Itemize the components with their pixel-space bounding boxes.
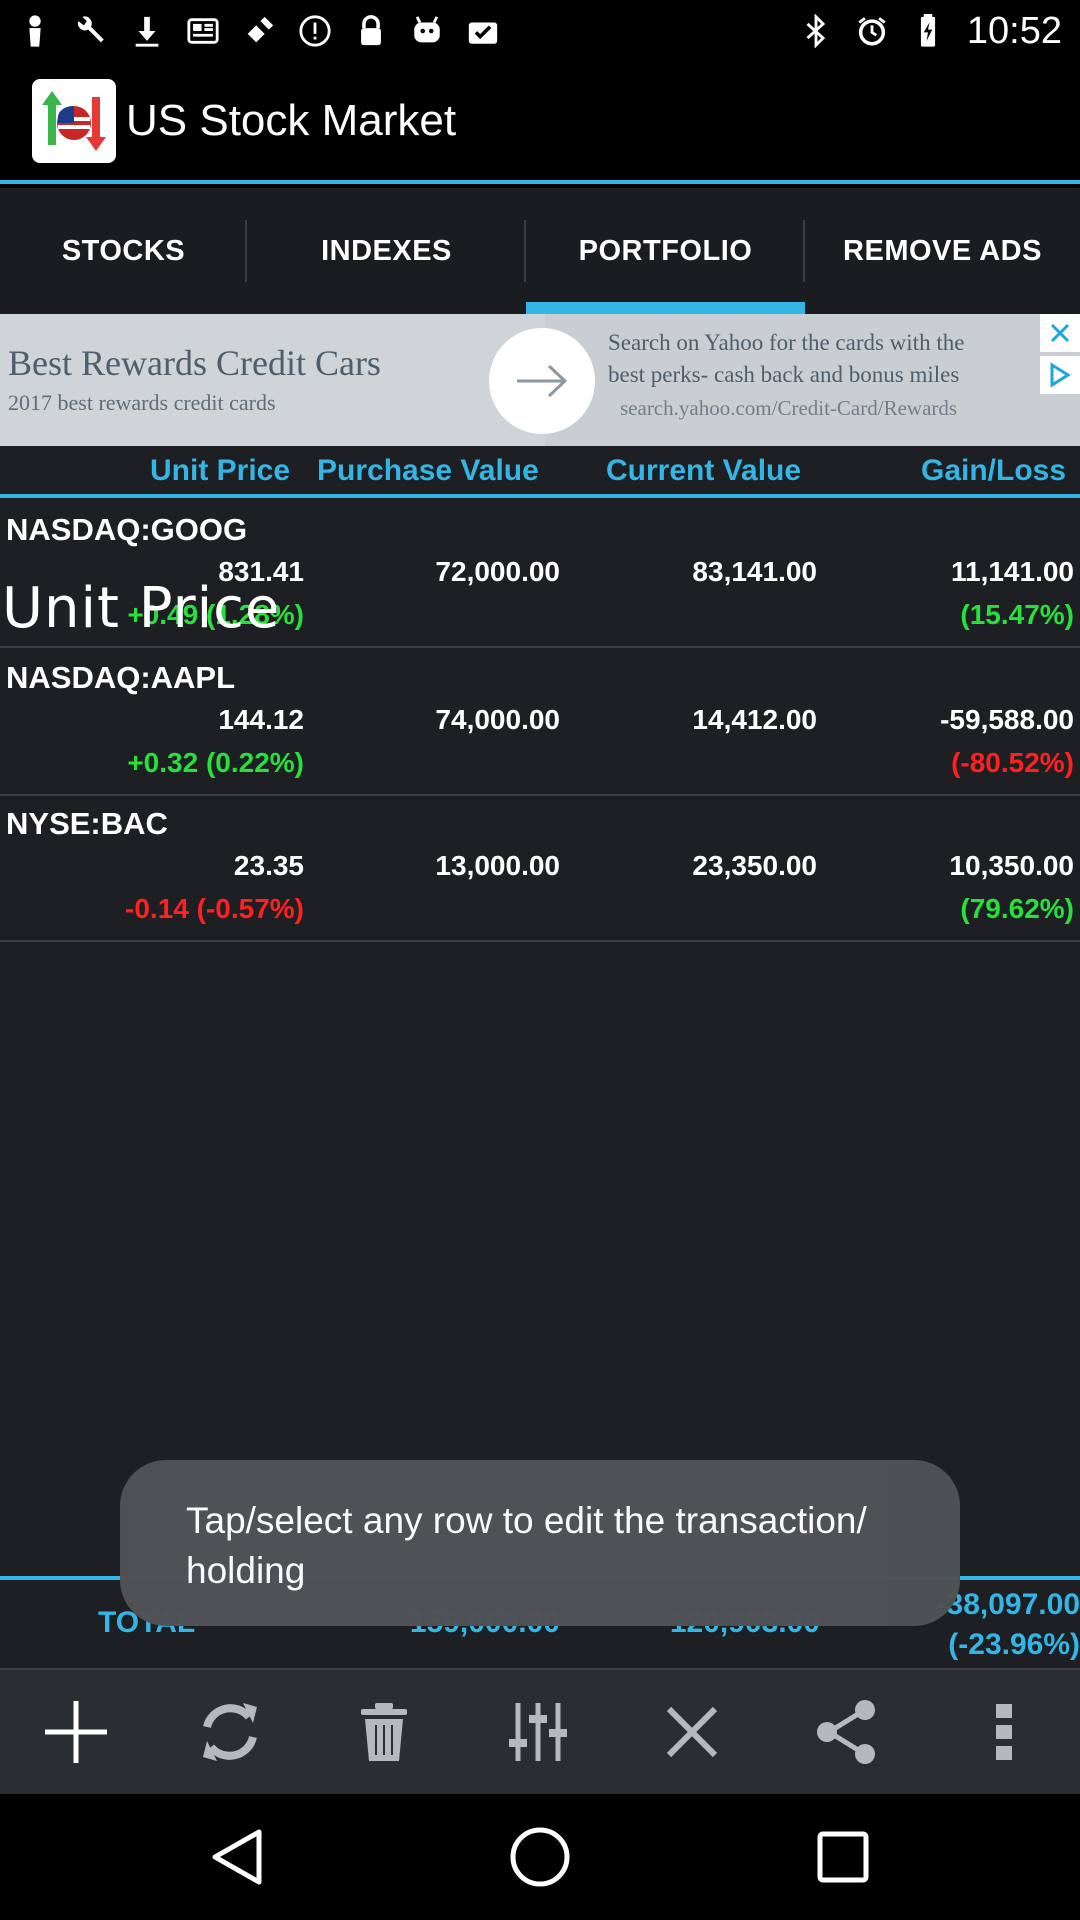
column-header-row: Unit Price Purchase Value Current Value … (0, 446, 1080, 498)
column-header-current-value: Current Value (606, 454, 802, 487)
gain-loss-value: -59,588.00 (940, 704, 1074, 735)
share-button[interactable] (806, 1692, 886, 1772)
ad-left-panel (0, 314, 545, 446)
ad-title: Best Rewards Credit Cars (8, 343, 381, 383)
ad-description-line2: best perks- cash back and bonus miles (608, 362, 960, 387)
table-row[interactable]: NASDAQ:GOOG 831.41 +0.49 (1.28%) 72,000.… (0, 502, 1080, 648)
bluetooth-icon (806, 14, 826, 48)
tab-stocks[interactable]: STOCKS (0, 188, 247, 314)
unit-price: 144.12 (218, 704, 304, 735)
app-logo-icon (32, 79, 116, 163)
close-button[interactable] (652, 1692, 732, 1772)
back-button[interactable] (202, 1822, 272, 1892)
app-bar: US Stock Market (0, 62, 1080, 184)
ad-banner[interactable]: Best Rewards Credit Cars 2017 best rewar… (0, 314, 1080, 446)
info-icon (299, 15, 331, 47)
price-change: -0.14 (-0.57%) (125, 893, 304, 924)
recents-button[interactable] (808, 1822, 878, 1892)
tab-remove-ads[interactable]: REMOVE ADS (805, 188, 1080, 314)
home-button[interactable] (505, 1822, 575, 1892)
column-header-unit-price: Unit Price (150, 454, 291, 487)
delete-button[interactable] (344, 1692, 424, 1772)
back-triangle-icon (212, 1829, 262, 1885)
price-change: +0.32 (0.22%) (127, 747, 304, 778)
adchoices-icon[interactable] (1040, 356, 1080, 394)
overflow-menu-icon (996, 1704, 1012, 1760)
android-icon (414, 16, 440, 43)
purchase-value: 13,000.00 (435, 850, 560, 881)
stock-symbol: NASDAQ:AAPL (6, 660, 236, 695)
ad-description-line1: Search on Yahoo for the cards with the (608, 330, 965, 355)
home-circle-icon (510, 1827, 570, 1887)
arrow-right-icon[interactable] (489, 328, 595, 434)
toast-message: Tap/select any row to edit the transacti… (120, 1460, 960, 1626)
overlay-label: Unit Price (2, 576, 281, 641)
battery-icon (920, 14, 935, 47)
alarm-icon (858, 17, 886, 46)
close-icon (666, 1706, 718, 1758)
tab-label: REMOVE ADS (843, 234, 1042, 267)
clock: 10:52 (966, 9, 1062, 52)
price-change: +0.49 (1.28%) (127, 599, 304, 630)
total-gain-loss: -38,097.00 (936, 1588, 1080, 1621)
wrench-icon (77, 16, 104, 43)
tab-bar: STOCKS INDEXES PORTFOLIO REMOVE ADS (0, 188, 1080, 314)
gain-loss-percent: (-80.52%) (951, 747, 1074, 778)
tab-label: INDEXES (321, 234, 452, 267)
share-icon (817, 1700, 875, 1764)
purchase-value: 74,000.00 (435, 704, 560, 735)
delete-icon (361, 1703, 407, 1761)
news-icon (187, 18, 219, 44)
gain-loss-percent: (79.62%) (960, 893, 1074, 924)
stock-symbol: NASDAQ:GOOG (6, 512, 248, 547)
gain-loss-value: 10,350.00 (949, 850, 1074, 881)
tab-portfolio[interactable]: PORTFOLIO (526, 188, 805, 314)
tab-indexes[interactable]: INDEXES (247, 188, 526, 314)
total-gain-loss-percent: (-23.96%) (948, 1628, 1080, 1661)
gain-loss-value: 11,141.00 (950, 556, 1074, 587)
stock-symbol: NYSE:BAC (6, 806, 168, 841)
ad-url: search.yahoo.com/Credit-Card/Rewards (620, 396, 958, 420)
refresh-icon (203, 1703, 257, 1761)
gain-loss-percent: (15.47%) (960, 599, 1074, 630)
current-value: 83,141.00 (692, 556, 817, 587)
status-icons-left (18, 14, 500, 48)
close-icon[interactable] (1040, 314, 1080, 352)
checkbox-icon (468, 22, 498, 44)
person-icon (29, 15, 41, 47)
column-header-gain-loss: Gain/Loss (921, 454, 1067, 487)
adjust-button[interactable] (498, 1692, 578, 1772)
bottom-toolbar (0, 1670, 1080, 1794)
current-value: 23,350.00 (692, 850, 817, 881)
table-row[interactable]: NASDAQ:AAPL 144.12 +0.32 (0.22%) 74,000.… (0, 650, 1080, 796)
tab-label: STOCKS (61, 234, 186, 267)
add-icon (45, 1701, 107, 1763)
column-header-purchase-value: Purchase Value (317, 454, 539, 487)
ad-subtitle: 2017 best rewards credit cards (8, 390, 276, 415)
app-title: US Stock Market (126, 96, 457, 145)
satellite-icon (247, 16, 274, 43)
table-row[interactable]: NYSE:BAC 23.35 -0.14 (-0.57%) 13,000.00 … (0, 796, 1080, 942)
tab-label: PORTFOLIO (578, 234, 753, 267)
lock-icon (361, 15, 381, 46)
status-bar: 10:52 (0, 0, 1080, 62)
recents-square-icon (817, 1831, 869, 1883)
system-nav-bar (0, 1794, 1080, 1920)
overflow-menu-button[interactable] (964, 1692, 1044, 1772)
refresh-button[interactable] (190, 1692, 270, 1772)
download-icon (135, 16, 159, 47)
unit-price: 831.41 (218, 556, 304, 587)
add-button[interactable] (36, 1692, 116, 1772)
adjust-icon (509, 1703, 567, 1761)
purchase-value: 72,000.00 (435, 556, 560, 587)
status-icons-right: 10:52 (799, 10, 1062, 53)
portfolio-table: Unit Price Purchase Value Current Value … (0, 446, 1080, 1576)
unit-price: 23.35 (233, 850, 304, 881)
current-value: 14,412.00 (692, 704, 817, 735)
